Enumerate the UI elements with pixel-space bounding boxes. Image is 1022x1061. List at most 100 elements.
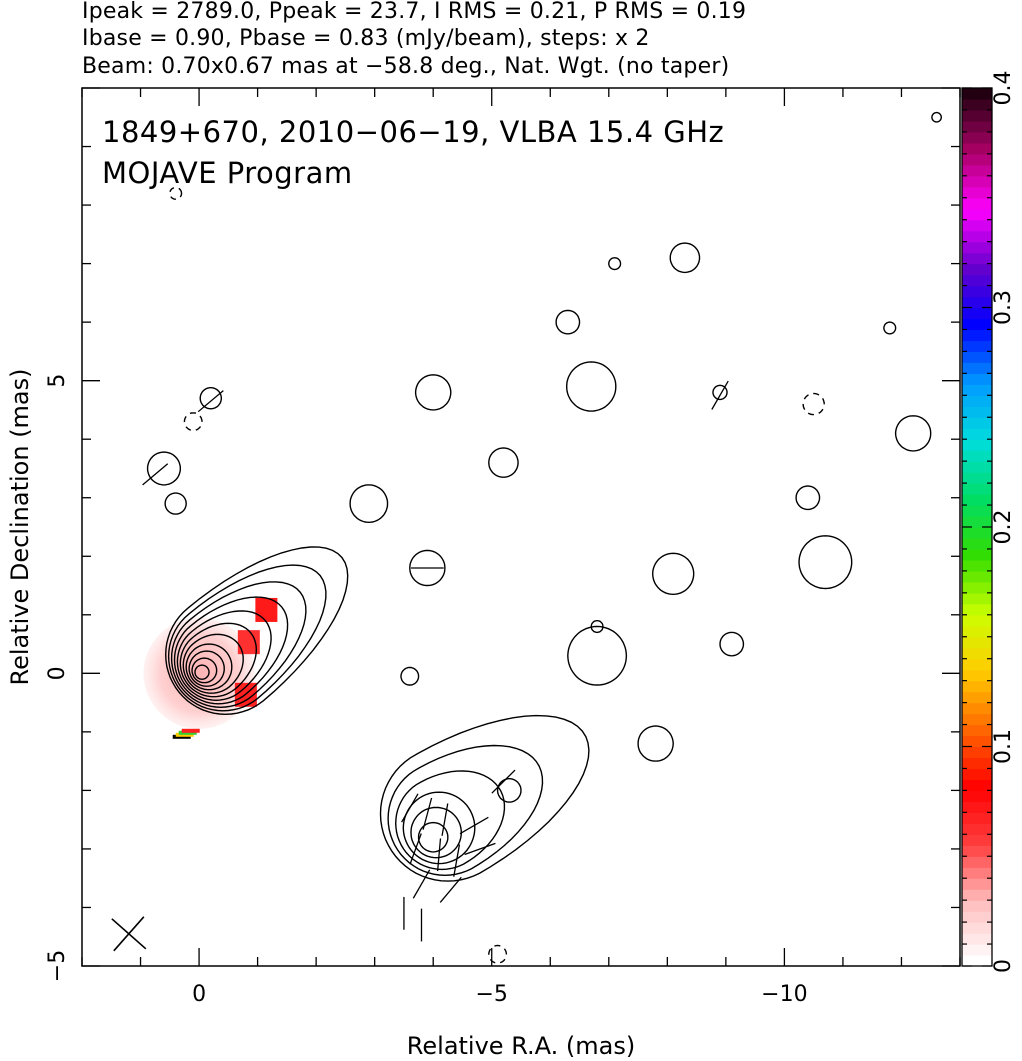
colorbar-swatch	[962, 823, 992, 835]
colorbar-swatch	[962, 417, 992, 429]
colorbar-swatch	[962, 812, 992, 824]
colorbar-swatch	[962, 175, 992, 188]
colorbar-swatch	[962, 834, 992, 846]
colorbar-swatch	[962, 548, 992, 561]
evpa-vector	[142, 463, 169, 486]
colorbar-swatch	[962, 208, 992, 221]
noise-contour	[795, 485, 821, 511]
noise-contour	[608, 256, 622, 271]
y-tick-label: −5	[45, 950, 70, 982]
colorbar-swatch	[962, 329, 992, 342]
colorbar-swatch	[962, 142, 992, 155]
evpa-vector	[491, 769, 516, 794]
colorbar-swatch	[962, 340, 992, 352]
colorbar-swatch	[962, 636, 992, 649]
colorbar-swatch	[962, 867, 992, 879]
noise-contour	[894, 415, 932, 452]
evpa-vector	[401, 793, 419, 823]
colorbar-swatch	[962, 285, 992, 298]
x-tick-label: −10	[761, 982, 807, 1007]
x-tick-label: 0	[192, 982, 206, 1007]
core-contour	[176, 610, 272, 702]
colorbar-swatch	[962, 351, 992, 363]
noise-contour	[651, 552, 695, 596]
colorbar-swatch	[962, 779, 992, 791]
evpa-vector	[422, 797, 433, 830]
colorbar-swatch	[962, 98, 992, 111]
evpa-vector-layer	[142, 380, 729, 942]
colorbar-swatch	[962, 252, 992, 265]
colorbar-swatch	[962, 724, 992, 737]
colorbar-swatch	[962, 131, 992, 144]
chart-subtitle: MOJAVE Program	[102, 156, 353, 190]
core-contour	[182, 633, 244, 694]
colorbar-swatch	[962, 186, 992, 199]
colorbar-swatch	[962, 625, 992, 638]
colorbar-swatch	[962, 537, 992, 550]
beam-minor-axis	[113, 916, 145, 952]
core-contour	[194, 664, 210, 680]
colorbar-swatch	[962, 472, 992, 484]
colorbar-swatch	[962, 494, 992, 506]
plot-frame	[81, 87, 961, 967]
colorbar-swatch	[962, 669, 992, 682]
component-contour	[410, 806, 463, 859]
colorbar-swatches	[962, 88, 992, 967]
colorbar-swatch	[962, 955, 992, 967]
colorbar-swatch	[962, 428, 992, 440]
colorbar-swatch	[962, 230, 992, 243]
noise-contour	[164, 492, 187, 515]
evpa-vector	[409, 833, 422, 865]
colorbar-swatch	[962, 922, 992, 934]
evpa-vector	[197, 390, 224, 413]
colorbar-swatch	[962, 483, 992, 495]
colorbar-swatch	[962, 790, 992, 802]
axis-tick-labels: 0 −5 −10 −5 0 5	[45, 374, 808, 1007]
negative-contour	[802, 392, 825, 416]
colorbar-swatch	[962, 900, 992, 912]
axis-ticks	[81, 87, 961, 967]
component-contour	[379, 714, 590, 882]
colorbar-swatch	[962, 439, 992, 451]
noise-contour	[669, 242, 701, 274]
colorbar-swatch	[962, 581, 992, 594]
noise-contour	[590, 620, 604, 634]
colorbar-swatch	[962, 845, 992, 857]
colorbar-tick-label: 0.2	[991, 510, 1016, 545]
core-polarized-emission	[143, 617, 255, 729]
colorbar-swatch	[962, 768, 992, 781]
chart-title: 1849+670, 2010−06−19, VLBA 15.4 GHz	[102, 115, 724, 149]
beam-symbol	[111, 916, 147, 952]
noise-contour	[883, 321, 897, 335]
colorbar-swatch	[962, 933, 992, 945]
component-contour	[394, 770, 506, 871]
core-contour	[191, 657, 218, 684]
colorbar-swatch	[962, 603, 992, 616]
colorbar-swatch	[962, 516, 992, 528]
evpa-vector	[453, 844, 461, 877]
colorbar-swatch	[962, 801, 992, 813]
core-contour	[173, 596, 289, 705]
noise-contour	[567, 625, 628, 686]
x-tick-label: −5	[476, 982, 508, 1007]
component-contour	[417, 821, 449, 853]
noise-contour	[565, 361, 617, 412]
noise-contour	[409, 549, 446, 587]
colorbar-swatch	[962, 109, 992, 122]
core-contour	[170, 581, 307, 709]
colorbar-swatch	[962, 241, 992, 254]
noise-contour	[712, 384, 728, 401]
colorbar-swatch	[962, 702, 992, 715]
y-axis-label: Relative Declination (mas)	[6, 368, 34, 685]
y-tick-label: 5	[45, 374, 70, 388]
polarized-patch	[237, 630, 260, 655]
negative-contour	[488, 944, 508, 964]
colorbar-swatch	[962, 735, 992, 748]
colorbar-tick-label: 0.4	[991, 71, 1016, 106]
colorbar-swatch	[962, 691, 992, 704]
colorbar-swatch	[962, 505, 992, 517]
colorbar: 0 0.1 0.2 0.3 0.4	[961, 71, 1016, 973]
colorbar-swatch	[962, 406, 992, 418]
x-axis-label: Relative R.A. (mas)	[407, 1032, 635, 1060]
colorbar-swatch	[962, 274, 992, 287]
